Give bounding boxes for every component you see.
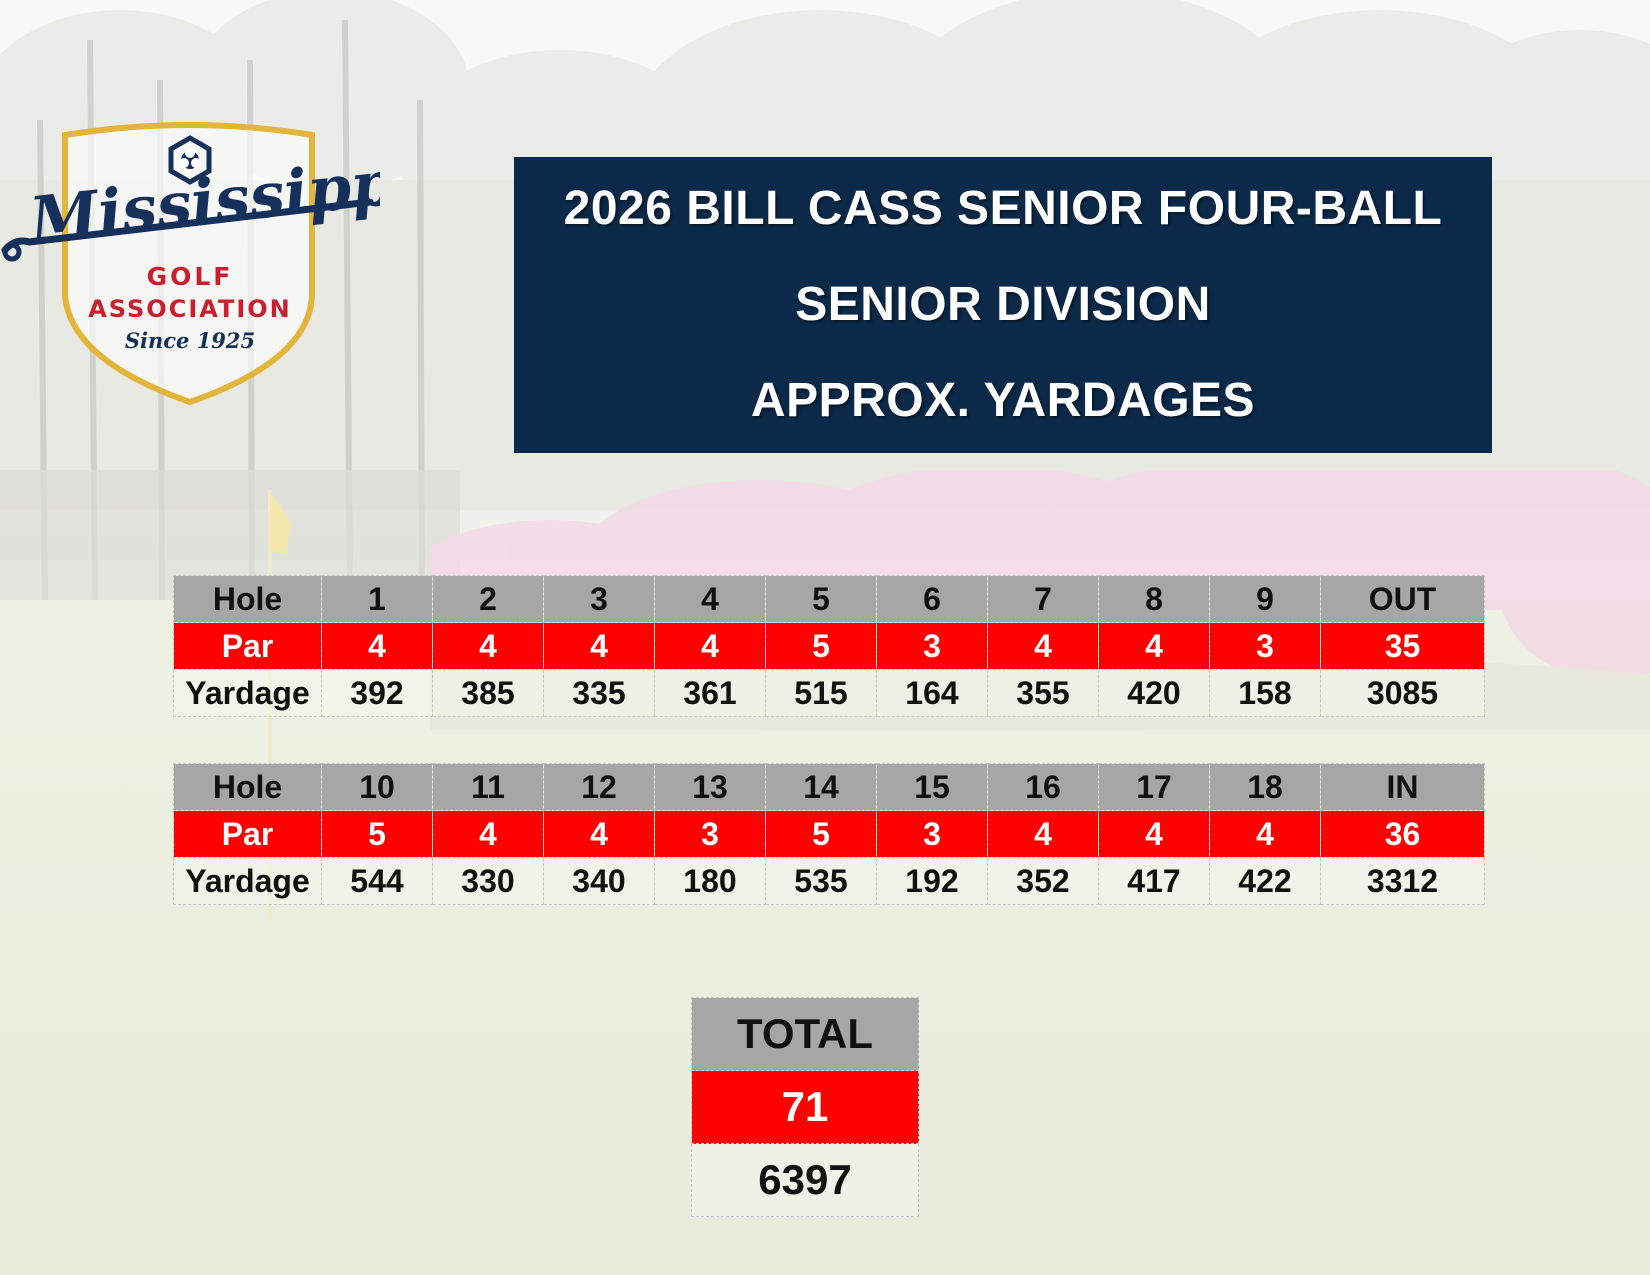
yardage-row: Yardage 392 385 335 361 515 164 355 420 … [173,669,1485,717]
par-value: 4 [987,810,1099,858]
out-par: 35 [1320,622,1485,670]
yardage-label: Yardage [173,669,322,717]
par-value: 4 [1098,810,1210,858]
par-value: 4 [654,622,766,670]
yardage-value: 515 [765,669,877,717]
par-value: 4 [1098,622,1210,670]
total-label: TOTAL [691,997,919,1071]
hole-number: 17 [1098,763,1210,811]
par-value: 5 [765,622,877,670]
par-value: 5 [765,810,877,858]
division-title: SENIOR DIVISION [795,278,1211,331]
yardage-value: 330 [432,857,544,905]
total-yardage: 6397 [691,1143,919,1217]
par-value: 5 [321,810,433,858]
par-value: 4 [1209,810,1321,858]
par-value: 4 [321,622,433,670]
par-value: 4 [543,810,655,858]
hole-number: 16 [987,763,1099,811]
yardage-value: 164 [876,669,988,717]
hole-label: Hole [173,763,322,811]
yardages-title: APPROX. YARDAGES [750,374,1256,427]
yardage-value: 192 [876,857,988,905]
yardage-label: Yardage [173,857,322,905]
yardage-value: 385 [432,669,544,717]
hole-row: Hole 10 11 12 13 14 15 16 17 18 IN [173,763,1485,811]
yardage-value: 422 [1209,857,1321,905]
out-yardage: 3085 [1320,669,1485,717]
hole-number: 4 [654,575,766,623]
out-label: OUT [1320,575,1485,623]
total-par: 71 [691,1070,919,1144]
par-value: 4 [432,622,544,670]
svg-text:GOLF: GOLF [147,262,234,291]
back-nine-scorecard: Hole 10 11 12 13 14 15 16 17 18 IN Par 5… [173,763,1485,905]
hole-number: 6 [876,575,988,623]
in-yardage: 3312 [1320,857,1485,905]
hole-number: 15 [876,763,988,811]
hole-number: 5 [765,575,877,623]
front-nine-scorecard: Hole 1 2 3 4 5 6 7 8 9 OUT Par 4 4 4 4 5… [173,575,1485,717]
hole-number: 8 [1098,575,1210,623]
yardage-value: 420 [1098,669,1210,717]
svg-text:Since 1925: Since 1925 [125,328,255,353]
yardage-value: 355 [987,669,1099,717]
par-value: 4 [432,810,544,858]
hole-row: Hole 1 2 3 4 5 6 7 8 9 OUT [173,575,1485,623]
total-summary: TOTAL 71 6397 [691,997,919,1217]
hole-number: 12 [543,763,655,811]
hole-number: 9 [1209,575,1321,623]
in-label: IN [1320,763,1485,811]
hole-number: 1 [321,575,433,623]
yardage-value: 335 [543,669,655,717]
title-banner: 2026 BILL CASS SENIOR FOUR-BALL SENIOR D… [514,157,1492,453]
par-value: 4 [543,622,655,670]
par-row: Par 5 4 4 3 5 3 4 4 4 36 [173,810,1485,858]
hole-number: 2 [432,575,544,623]
yardage-value: 417 [1098,857,1210,905]
par-value: 4 [987,622,1099,670]
hole-number: 18 [1209,763,1321,811]
par-label: Par [173,622,322,670]
par-row: Par 4 4 4 4 5 3 4 4 3 35 [173,622,1485,670]
yardage-value: 158 [1209,669,1321,717]
par-value: 3 [876,810,988,858]
par-label: Par [173,810,322,858]
yardage-value: 180 [654,857,766,905]
yardage-value: 535 [765,857,877,905]
hole-number: 3 [543,575,655,623]
hole-number: 13 [654,763,766,811]
hole-number: 11 [432,763,544,811]
par-value: 3 [876,622,988,670]
hole-number: 14 [765,763,877,811]
yardage-value: 361 [654,669,766,717]
hole-label: Hole [173,575,322,623]
yardage-value: 352 [987,857,1099,905]
hole-number: 7 [987,575,1099,623]
mississippi-golf-association-logo: Mississippi GOLF ASSOCIATION Since 1925 [1,122,380,406]
par-value: 3 [1209,622,1321,670]
magnolia-icon [168,135,212,185]
in-par: 36 [1320,810,1485,858]
yardage-row: Yardage 544 330 340 180 535 192 352 417 … [173,857,1485,905]
yardage-value: 544 [321,857,433,905]
yardage-value: 392 [321,669,433,717]
par-value: 3 [654,810,766,858]
hole-number: 10 [321,763,433,811]
event-title: 2026 BILL CASS SENIOR FOUR-BALL [563,182,1443,235]
svg-text:ASSOCIATION: ASSOCIATION [88,295,292,323]
yardage-value: 340 [543,857,655,905]
